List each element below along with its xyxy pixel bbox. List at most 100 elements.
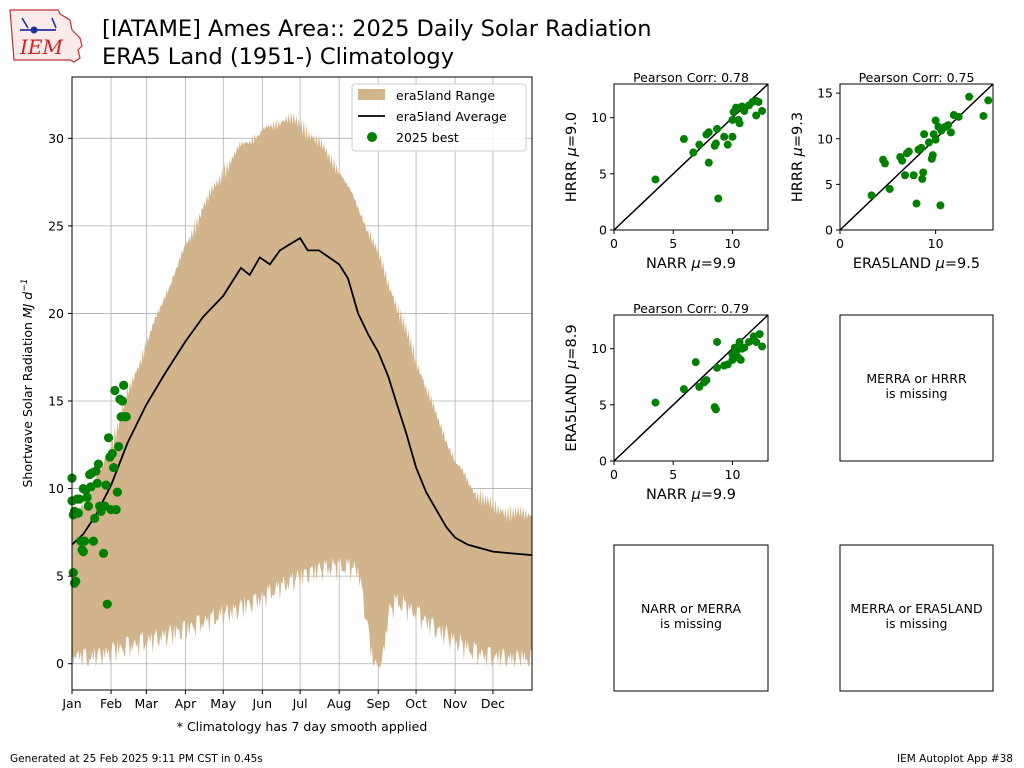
point-2025 — [107, 448, 117, 459]
scatter-y-axis-label: HRRR μ=9.0 — [564, 112, 580, 202]
scatter-point — [912, 199, 921, 208]
point-2025 — [74, 494, 85, 504]
scatter-point — [752, 337, 761, 346]
y-tick-label: 5 — [56, 569, 64, 584]
scatter-frame — [613, 83, 769, 231]
scatter-point — [758, 342, 767, 351]
scatter-x-axis-label: ERA5LAND μ=9.5 — [853, 256, 980, 272]
scatter-point — [691, 358, 700, 367]
scatter-point — [928, 151, 937, 160]
scatter-point — [931, 116, 940, 125]
y-tick-label: 0 — [825, 223, 833, 238]
point-2025 — [121, 412, 131, 422]
scatter-point — [732, 103, 741, 112]
legend-range-label: era5land Range — [396, 88, 495, 103]
legend-range-swatch — [358, 89, 385, 100]
point-2025 — [103, 433, 114, 443]
scatter-point — [936, 201, 945, 210]
title-line2: ERA5 Land (1951-) Climatology — [102, 44, 454, 70]
scatter-point — [924, 138, 933, 147]
missing-panel-merra-hrrr: MERRA or HRRR is missing — [839, 314, 994, 462]
scatter-point — [736, 355, 745, 364]
scatter-point — [728, 132, 737, 141]
x-tick-label: 0 — [610, 236, 618, 251]
scatter-point — [679, 385, 688, 394]
y-tick-label: 5 — [599, 166, 607, 181]
point-2025 — [80, 536, 90, 546]
point-2025 — [83, 501, 93, 511]
scatter-point — [689, 148, 698, 157]
scatter-era5land-hrrr: 0 10 0 5 10 15 Pearson Corr: 0.75 ERA5LAND μ=9.… — [790, 70, 994, 272]
scatter-point — [904, 147, 913, 156]
x-tick-label: Oct — [405, 696, 427, 711]
one-to-one-line — [613, 314, 769, 462]
y-tick-label: 10 — [591, 110, 607, 125]
point-2025 — [108, 462, 119, 473]
scatter-title: Pearson Corr: 0.79 — [633, 301, 749, 316]
iem-logo: IEM — [9, 9, 83, 63]
point-2025 — [88, 536, 99, 546]
point-2025 — [90, 513, 100, 523]
legend-box — [351, 83, 527, 152]
x-tick-label: 10 — [725, 236, 741, 251]
x-tick-label: Dec — [481, 696, 505, 711]
one-to-one-line — [839, 83, 994, 231]
main-climatology-chart: 0 5 10 15 20 25 30 Jan Feb Mar Apr May Jun Jul Aug Sep… — [20, 76, 533, 734]
y-tick-label: 25 — [48, 218, 64, 233]
main-y-axis-label: Shortwave Solar Radiation MJ d−1 — [20, 278, 35, 487]
scatter-point — [702, 376, 711, 385]
y-tick-label: 30 — [48, 131, 64, 146]
scatter-point — [965, 92, 974, 101]
x-tick-label: Jun — [252, 696, 273, 711]
x-tick-label: Aug — [327, 696, 351, 711]
scatter-point — [909, 171, 918, 180]
points-2025 — [67, 380, 131, 609]
scatter-point — [901, 171, 910, 180]
scatter-y-axis-label: ERA5LAND μ=8.9 — [564, 324, 580, 451]
scatter-point — [919, 168, 928, 177]
scatter-narr-era5land: 0 5 10 0 5 10 Pearson Corr: 0.79 NARR μ=9.9 ERA5… — [564, 301, 769, 503]
logo-dot — [30, 26, 38, 34]
missing-panel-merra-era5land: MERRA or ERA5LAND is missing — [839, 544, 994, 692]
main-x-axis-label: * Climatology has 7 day smooth applied — [177, 719, 428, 734]
scatter-point — [917, 143, 926, 152]
x-tick-label: 5 — [669, 236, 677, 251]
point-2025 — [112, 487, 122, 497]
footer-app-id: IEM Autoplot App #38 — [897, 753, 1013, 765]
scatter-point — [754, 97, 763, 106]
y-tick-label: 5 — [599, 397, 607, 412]
point-2025 — [71, 576, 81, 587]
scatter-point — [918, 174, 927, 183]
scatter-point — [704, 128, 713, 137]
scatter-frame — [839, 83, 994, 231]
scatter-point — [735, 337, 744, 346]
scatter-point — [898, 156, 907, 165]
scatter-point — [651, 398, 660, 407]
scatter-point — [880, 159, 889, 168]
missing-panel-frame — [839, 544, 994, 692]
scatter-point — [720, 132, 729, 141]
missing-panel-frame — [613, 544, 769, 692]
scatter-point — [704, 158, 713, 167]
y-tick-label: 20 — [48, 306, 64, 321]
scatter-point — [723, 140, 732, 149]
footer-generated: Generated at 25 Feb 2025 9:11 PM CST in … — [10, 753, 263, 765]
scatter-frame — [613, 314, 769, 462]
scatter-title: Pearson Corr: 0.78 — [633, 70, 749, 85]
x-tick-label: 0 — [836, 236, 844, 251]
x-tick-label: 0 — [610, 467, 618, 482]
point-2025 — [73, 508, 83, 518]
scatter-point — [714, 194, 723, 203]
scatter-point — [984, 96, 993, 105]
point-2025 — [92, 478, 102, 488]
range-area — [72, 111, 532, 668]
x-tick-label: Jul — [292, 696, 308, 711]
x-tick-label: Jan — [61, 696, 81, 711]
scatter-point — [758, 106, 767, 115]
y-tick-label: 0 — [56, 656, 64, 671]
main-y-ticks: 0 5 10 15 20 25 30 — [48, 131, 72, 671]
scatter-point — [711, 139, 720, 148]
x-tick-label: Feb — [100, 696, 122, 711]
scatter-point — [735, 119, 744, 128]
x-tick-label: 10 — [725, 467, 741, 482]
